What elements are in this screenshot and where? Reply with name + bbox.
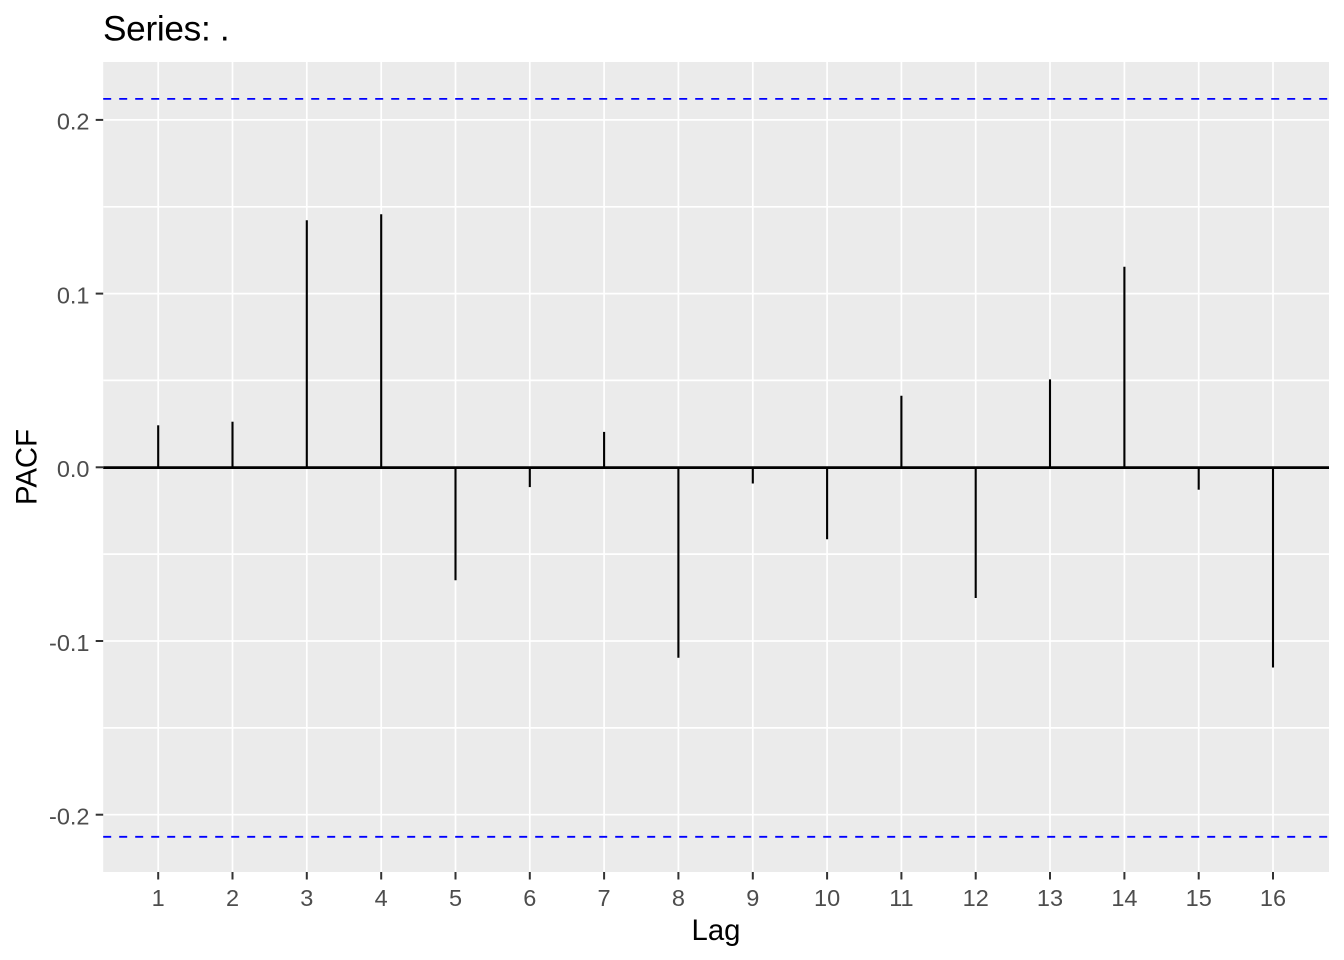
svg-text:4: 4 [375, 885, 388, 911]
svg-text:14: 14 [1111, 885, 1137, 911]
svg-text:12: 12 [963, 885, 989, 911]
svg-text:9: 9 [746, 885, 759, 911]
svg-text:11: 11 [889, 885, 913, 911]
svg-text:3: 3 [300, 885, 313, 911]
svg-text:15: 15 [1186, 885, 1212, 911]
svg-text:2: 2 [226, 885, 239, 911]
svg-text:6: 6 [523, 885, 536, 911]
svg-text:13: 13 [1037, 885, 1063, 911]
svg-text:7: 7 [598, 885, 611, 911]
svg-text:10: 10 [814, 885, 840, 911]
svg-text:0.1: 0.1 [57, 282, 90, 308]
svg-text:5: 5 [449, 885, 462, 911]
svg-text:0.0: 0.0 [57, 456, 90, 482]
svg-text:-0.2: -0.2 [49, 804, 90, 830]
svg-text:8: 8 [672, 885, 685, 911]
svg-text:PACF: PACF [11, 429, 44, 505]
svg-text:Series: .: Series: . [103, 10, 229, 49]
svg-text:1: 1 [152, 885, 165, 911]
svg-text:0.2: 0.2 [57, 109, 90, 135]
svg-text:16: 16 [1260, 885, 1286, 911]
svg-text:-0.1: -0.1 [49, 630, 90, 656]
svg-text:Lag: Lag [692, 914, 741, 947]
